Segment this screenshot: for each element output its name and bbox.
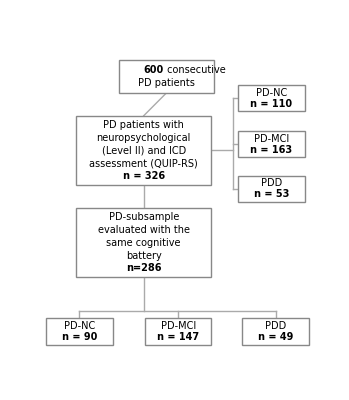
Text: consecutive: consecutive <box>164 65 226 75</box>
Text: neuropsychological: neuropsychological <box>97 132 191 142</box>
Text: n = 53: n = 53 <box>254 189 289 199</box>
FancyBboxPatch shape <box>76 208 211 278</box>
FancyBboxPatch shape <box>46 318 113 345</box>
FancyBboxPatch shape <box>119 60 214 93</box>
Text: 600: 600 <box>144 65 164 75</box>
FancyBboxPatch shape <box>238 176 305 202</box>
Text: n = 90: n = 90 <box>62 332 97 342</box>
Text: n = 110: n = 110 <box>251 98 292 108</box>
Text: PD-subsample: PD-subsample <box>109 212 179 222</box>
Text: n=286: n=286 <box>126 264 162 274</box>
Text: n = 49: n = 49 <box>258 332 293 342</box>
Text: PDD: PDD <box>265 320 286 330</box>
Text: PD patients: PD patients <box>138 78 195 88</box>
Text: PD-MCI: PD-MCI <box>161 320 196 330</box>
FancyBboxPatch shape <box>238 131 305 157</box>
Text: same cognitive: same cognitive <box>106 238 181 248</box>
Text: (Level II) and ICD: (Level II) and ICD <box>102 146 186 156</box>
FancyBboxPatch shape <box>145 318 211 345</box>
Text: n = 326: n = 326 <box>122 171 165 181</box>
Text: assessment (QUIP-RS): assessment (QUIP-RS) <box>89 158 198 168</box>
FancyBboxPatch shape <box>238 85 305 111</box>
Text: PD patients with: PD patients with <box>103 120 184 130</box>
FancyBboxPatch shape <box>76 116 211 185</box>
Text: PD-MCI: PD-MCI <box>254 134 289 144</box>
Text: n = 163: n = 163 <box>251 145 292 155</box>
Text: PD-NC: PD-NC <box>64 320 95 330</box>
FancyBboxPatch shape <box>243 318 309 345</box>
Text: PD-NC: PD-NC <box>256 88 287 98</box>
Text: PDD: PDD <box>261 178 282 188</box>
Text: battery: battery <box>126 251 162 261</box>
Text: n = 147: n = 147 <box>157 332 199 342</box>
Text: evaluated with the: evaluated with the <box>98 225 190 235</box>
